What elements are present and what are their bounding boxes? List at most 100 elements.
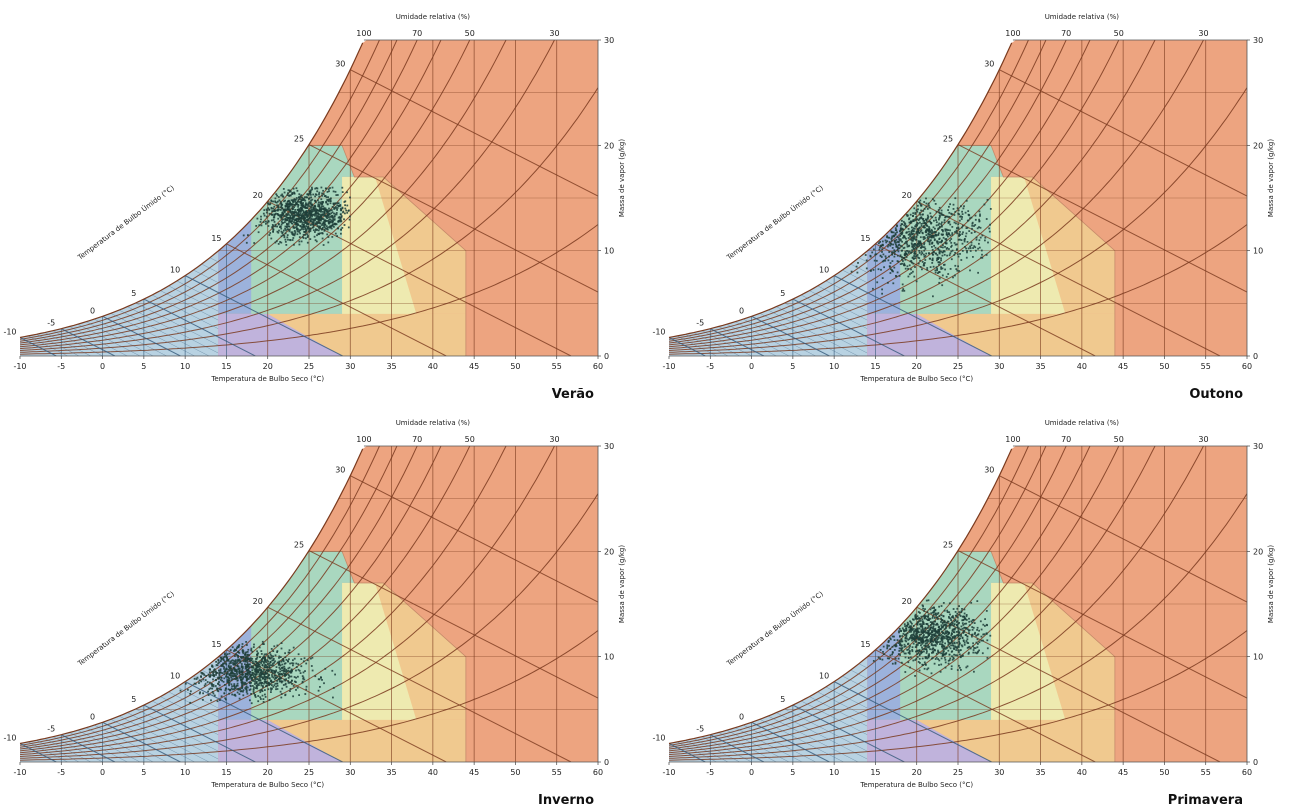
data-point <box>263 682 265 685</box>
data-point <box>263 655 265 658</box>
data-point <box>973 225 975 227</box>
data-point <box>301 199 303 202</box>
data-point <box>304 211 306 214</box>
data-point <box>241 651 244 653</box>
data-point <box>237 687 239 690</box>
data-point <box>262 673 265 675</box>
data-point <box>300 665 303 668</box>
data-point <box>276 204 278 207</box>
data-point <box>333 212 335 215</box>
data-point <box>911 233 914 236</box>
data-point <box>242 660 245 663</box>
data-point <box>916 633 918 635</box>
data-point <box>315 213 317 215</box>
data-point <box>940 614 943 617</box>
data-point <box>902 220 905 223</box>
data-point <box>893 639 896 641</box>
data-point <box>289 239 291 241</box>
data-point <box>246 651 249 653</box>
data-point <box>331 206 334 208</box>
x-tick-label: 15 <box>221 362 231 371</box>
data-point <box>333 219 336 221</box>
data-point <box>938 615 941 617</box>
wetbulb-tick-label: 30 <box>984 60 994 69</box>
data-point <box>309 205 311 208</box>
data-point <box>929 628 932 630</box>
data-point <box>323 210 326 213</box>
data-point <box>304 693 307 695</box>
data-point <box>901 219 903 222</box>
wetbulb-minor-line <box>726 729 790 762</box>
x-tick-label: -5 <box>706 768 714 777</box>
wetbulb-minor-line <box>36 740 80 762</box>
data-point <box>916 245 918 248</box>
data-point <box>320 219 322 222</box>
data-point <box>925 220 928 222</box>
data-point <box>927 229 930 231</box>
data-point <box>282 209 285 212</box>
data-point <box>910 628 912 631</box>
data-point <box>907 657 910 659</box>
data-point <box>947 209 949 211</box>
data-point <box>220 658 223 661</box>
data-point <box>311 198 314 201</box>
data-point <box>925 642 927 645</box>
data-point <box>265 661 268 664</box>
data-point <box>931 252 934 255</box>
data-point <box>913 244 915 247</box>
data-point <box>936 630 939 633</box>
data-point <box>311 210 314 213</box>
data-point <box>297 228 299 231</box>
data-point <box>891 247 894 249</box>
rh-tick-label: 70 <box>1061 29 1071 38</box>
data-point <box>916 629 919 632</box>
data-point <box>909 213 912 216</box>
data-point <box>287 651 290 654</box>
data-point <box>884 239 887 242</box>
data-point <box>302 215 304 217</box>
data-point <box>929 212 932 215</box>
data-point <box>218 672 221 675</box>
data-point <box>341 191 344 193</box>
wetbulb-minor-line <box>110 719 195 762</box>
y-tick-label: 30 <box>604 442 614 451</box>
data-point <box>300 194 303 197</box>
y-tick-label: 10 <box>604 653 614 662</box>
data-point <box>216 672 219 674</box>
data-point <box>936 638 939 640</box>
data-point <box>301 209 304 211</box>
rh-curve <box>20 446 426 750</box>
data-point <box>319 232 321 235</box>
data-point <box>952 657 955 660</box>
data-point <box>272 664 275 667</box>
data-point <box>298 208 300 210</box>
data-point <box>305 202 307 205</box>
data-point <box>254 687 257 689</box>
data-point <box>918 218 921 220</box>
rh-curve <box>669 446 1037 746</box>
data-point <box>971 221 974 224</box>
data-point <box>915 635 917 637</box>
data-point <box>268 651 271 654</box>
data-point <box>300 658 303 660</box>
data-point <box>295 197 298 199</box>
data-point <box>928 241 931 244</box>
data-point <box>314 187 317 190</box>
data-point <box>927 238 930 240</box>
data-point <box>304 231 307 234</box>
data-point <box>292 685 295 687</box>
data-point <box>287 192 289 195</box>
data-point <box>282 659 285 661</box>
rh-tick-label: 70 <box>412 435 422 444</box>
data-point <box>900 638 903 640</box>
data-point <box>929 230 932 232</box>
data-point <box>885 241 888 244</box>
data-point <box>891 251 893 253</box>
x-tick-label: 15 <box>870 362 880 371</box>
data-point <box>339 207 342 210</box>
data-point <box>235 662 238 665</box>
data-point <box>903 643 906 646</box>
data-point <box>229 661 232 663</box>
wetbulb-minor-line <box>842 269 868 283</box>
data-point <box>961 242 964 245</box>
